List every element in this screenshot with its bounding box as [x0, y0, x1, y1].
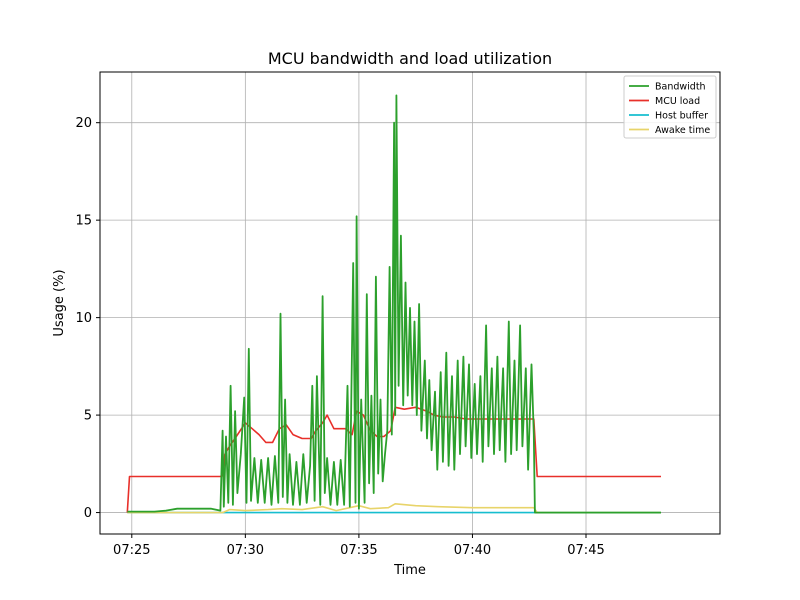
y-tick-label: 0: [84, 506, 92, 521]
x-tick-label: 07:30: [227, 543, 264, 558]
x-tick-label: 07:25: [113, 543, 150, 558]
y-tick-label: 20: [75, 116, 92, 131]
x-tick-label: 07:35: [340, 543, 377, 558]
y-axis-label: Usage (%): [52, 269, 67, 336]
legend-box: [623, 75, 717, 139]
series-line-bandwidth: [127, 94, 661, 514]
chart-title: MCU bandwidth and load utilization: [268, 49, 552, 68]
y-tick-label: 10: [75, 311, 92, 326]
plot-frame: [99, 71, 721, 535]
legend: Bandwidth MCU load Host buffer Awake time: [623, 75, 717, 139]
series-group: [126, 94, 661, 514]
x-tick-label: 07:45: [567, 543, 604, 558]
legend-label: Awake time: [655, 125, 710, 136]
x-axis-label: Time: [393, 563, 426, 578]
legend-label: Bandwidth: [655, 82, 706, 93]
y-tick-label: 5: [84, 409, 92, 424]
x-tick-label: 07:40: [454, 543, 491, 558]
legend-label: MCU load: [655, 96, 700, 107]
ticks: 07:25 07:30 07:35 07:40 07:45 0 5 10 15 20: [75, 116, 604, 558]
y-tick-label: 15: [75, 214, 92, 229]
legend-label: Host buffer: [655, 111, 708, 122]
